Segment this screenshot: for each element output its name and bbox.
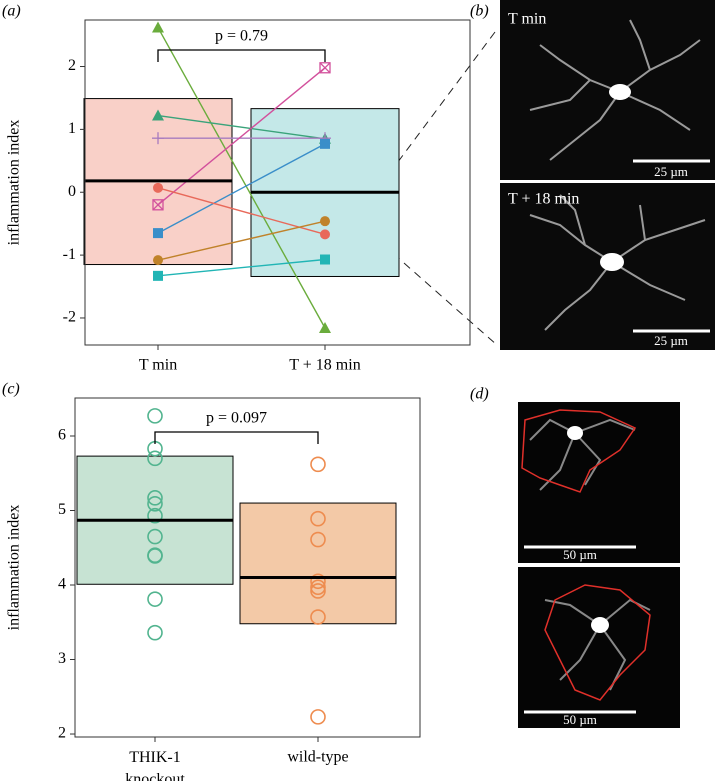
micrograph-b: T min T + 18 min 25 µm 25 µm (b) <box>470 0 715 350</box>
point <box>310 456 326 473</box>
y-tick-label: 3 <box>58 650 66 667</box>
pair-line <box>157 143 326 234</box>
cell-processes <box>529 19 706 331</box>
p-value: p = 0.79 <box>215 28 268 45</box>
marker <box>320 216 330 227</box>
x-tick-label: wild-type <box>287 749 348 766</box>
cell-outline <box>521 409 637 493</box>
pair-line <box>157 258 326 277</box>
y-tick-label: 0 <box>68 183 76 200</box>
scale-label: 25 µm <box>654 333 688 348</box>
point <box>147 450 163 467</box>
cell-body <box>567 426 583 440</box>
point <box>147 490 163 506</box>
marker-part <box>152 199 164 211</box>
point <box>310 573 326 590</box>
point <box>147 591 163 607</box>
y-tick-label: 4 <box>58 576 66 593</box>
point <box>147 495 163 512</box>
significance-bracket <box>157 49 326 62</box>
marker <box>320 229 330 240</box>
cell-body <box>609 84 631 100</box>
scale-label: 25 µm <box>654 164 688 179</box>
marker-part <box>319 62 331 74</box>
marker-part <box>319 62 331 74</box>
cell-outline <box>544 584 651 701</box>
y-tick-label: 6 <box>58 427 66 444</box>
plot-frame <box>84 19 471 346</box>
x-tick-label: T min <box>139 357 177 374</box>
pair-line <box>157 114 326 140</box>
cell-body <box>600 253 624 271</box>
marker <box>320 254 330 265</box>
x-tick-label: T + 18 min <box>289 357 360 374</box>
point <box>310 510 326 527</box>
point <box>310 579 326 596</box>
pair-line <box>157 220 326 261</box>
pair-line <box>157 27 326 329</box>
marker-part <box>152 199 164 211</box>
y-tick-label: 2 <box>58 725 66 742</box>
point <box>147 624 163 641</box>
cell-processes <box>529 418 651 691</box>
image-frame <box>518 402 680 563</box>
pair-line <box>157 187 326 236</box>
box <box>239 502 397 625</box>
micrograph-d: 50 µm 50 µm (d) <box>470 386 680 728</box>
scale-label: 50 µm <box>563 547 597 562</box>
panel-label: (c) <box>2 381 20 398</box>
image-caption: T min <box>508 11 546 28</box>
panel-label: (b) <box>470 3 489 20</box>
y-tick-label: -1 <box>63 246 76 263</box>
point <box>147 528 163 545</box>
marker <box>319 62 331 74</box>
point <box>310 609 326 625</box>
significance-bracket <box>154 431 319 444</box>
chart-panel: (c) 2 3 4 5 6 THIK-1 knockout wild-type inflammat… <box>2 381 421 781</box>
image-frame <box>500 0 715 180</box>
p-value: p = 0.097 <box>206 410 267 427</box>
y-tick-label: 5 <box>58 501 66 518</box>
marker <box>152 21 164 33</box>
marker <box>153 270 163 281</box>
plot-frame <box>74 397 421 738</box>
point <box>310 583 326 599</box>
marker <box>320 138 330 149</box>
y-tick-label: 1 <box>68 120 76 137</box>
marker <box>152 199 164 211</box>
y-tick-label: 2 <box>68 57 76 74</box>
marker <box>153 255 163 266</box>
point <box>147 548 163 564</box>
y-axis-label: inflammation index <box>6 120 23 246</box>
marker <box>152 132 164 145</box>
marker <box>152 109 164 121</box>
point <box>147 408 163 424</box>
image-frame <box>518 567 680 728</box>
point <box>147 507 163 524</box>
image-caption: T + 18 min <box>508 191 579 208</box>
point <box>310 531 326 548</box>
point <box>310 709 326 725</box>
y-tick-label: -2 <box>63 309 76 326</box>
chart-panel: (a) -2 -1 0 1 2 T min T + 18 min inflammation in… <box>2 3 471 374</box>
scale-label: 50 µm <box>563 712 597 727</box>
cell-body <box>591 617 609 633</box>
marker <box>153 228 163 239</box>
y-axis-label: inflammation index <box>6 505 23 631</box>
marker <box>319 322 331 334</box>
x-tick-label: THIK-1 knockout <box>125 749 185 781</box>
marker <box>153 182 163 193</box>
panel-label: (a) <box>2 3 21 20</box>
panel-label: (d) <box>470 386 489 403</box>
